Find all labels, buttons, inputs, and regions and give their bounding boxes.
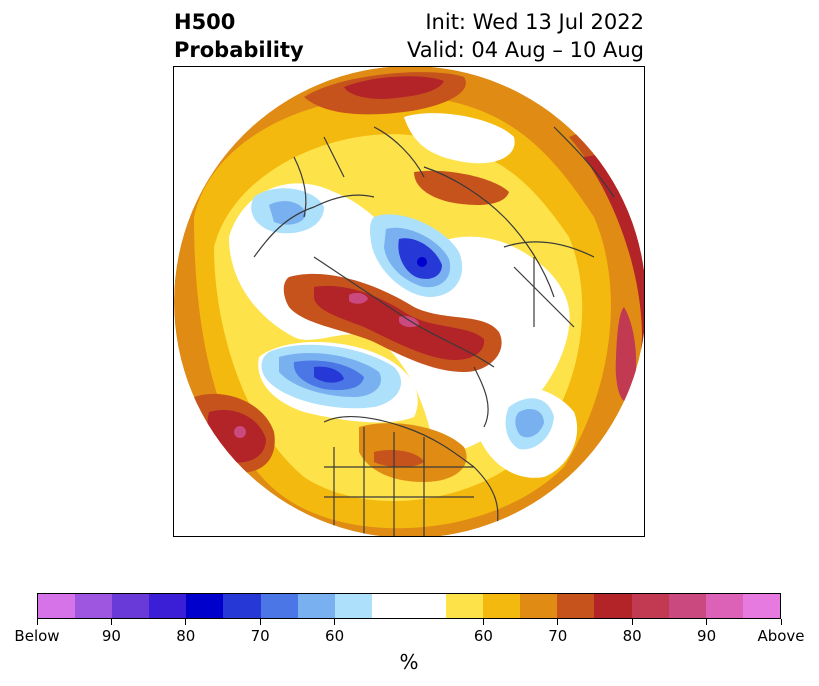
colorbar-label: 60 (473, 627, 493, 645)
colorbar-tick (259, 619, 261, 625)
colorbar-segment (260, 594, 298, 618)
below-70-atlantic (515, 409, 544, 438)
above-70-siberia (414, 170, 509, 205)
colorbar-tick (780, 619, 782, 625)
colorbar-segment (38, 594, 76, 618)
colorbar-label: 70 (250, 627, 270, 645)
colorbar-segment (631, 594, 669, 618)
colorbar-segment (149, 594, 187, 618)
colorbar-tick (557, 619, 559, 625)
above-90-east (615, 307, 637, 402)
near-normal-arctic (404, 113, 515, 164)
colorbar-segment (186, 594, 224, 618)
colorbar-label: Below (14, 627, 60, 645)
colorbar-tick (185, 619, 187, 625)
colorbar-segment (483, 594, 521, 618)
colorbar-segment (75, 594, 113, 618)
colorbar-label: 90 (697, 627, 717, 645)
colorbar-tick (36, 619, 38, 625)
colorbar-label: 80 (622, 627, 642, 645)
colorbar-segment (334, 594, 372, 618)
coastlines (253, 126, 615, 536)
above-80-east (584, 147, 644, 487)
colorbar-tick (482, 619, 484, 625)
colorbar-segment (668, 594, 706, 618)
above-95-center-b (399, 316, 419, 328)
colorbar-segment (223, 594, 261, 618)
colorbar-tick (706, 619, 708, 625)
colorbar-segment (112, 594, 150, 618)
below-90-canada (314, 366, 344, 383)
colorbar-segment (557, 594, 595, 618)
colorbar (37, 593, 781, 619)
colorbar-segment (594, 594, 632, 618)
below-70-alaska (269, 201, 306, 225)
units-label: % (399, 650, 419, 674)
colorbar-segment (408, 594, 447, 618)
above-80-center (314, 285, 485, 361)
above-80-north (344, 76, 444, 99)
colorbar-label: 60 (325, 627, 345, 645)
colorbar-label: 90 (101, 627, 121, 645)
colorbar-segment (520, 594, 558, 618)
map-dates: Init: Wed 13 Jul 2022 Valid: 04 Aug – 10… (407, 8, 644, 64)
polar-map (174, 67, 644, 536)
above-95-center-a (349, 292, 368, 304)
valid-period: Valid: 04 Aug – 10 Aug (406, 38, 644, 62)
colorbar-label: Above (757, 627, 805, 645)
above-95-pacific (234, 426, 246, 438)
title-variable: H500 (174, 10, 236, 34)
above-70-us (374, 450, 424, 468)
init-date: Init: Wed 13 Jul 2022 (425, 10, 644, 34)
colorbar-segment (705, 594, 743, 618)
colorbar-segment (371, 594, 409, 618)
colorbar-tick (110, 619, 112, 625)
colorbar-label: 70 (548, 627, 568, 645)
colorbar-tick (334, 619, 336, 625)
map-panel (173, 66, 645, 537)
colorbar-tick (631, 619, 633, 625)
below-90-arctic (417, 257, 427, 267)
map-title: H500 Probability (174, 8, 304, 64)
colorbar-segment (742, 594, 780, 618)
colorbar-segment (297, 594, 335, 618)
colorbar-label: 80 (176, 627, 196, 645)
title-field: Probability (174, 38, 304, 62)
colorbar-segment (446, 594, 484, 618)
